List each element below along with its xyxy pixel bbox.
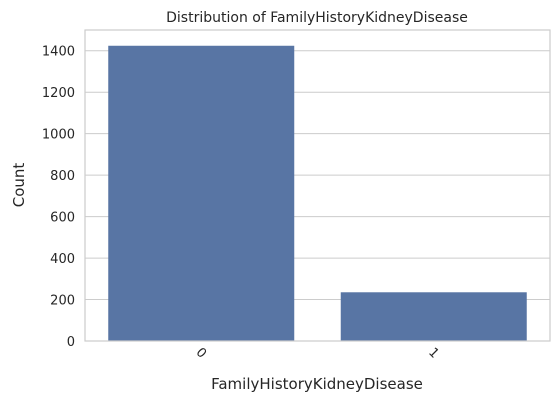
y-tick-label: 1200 <box>42 86 75 101</box>
bar-0 <box>108 45 295 342</box>
y-tick-label: 1000 <box>42 128 75 143</box>
y-tick-label: 400 <box>50 252 75 267</box>
y-tick-label: 200 <box>50 294 75 309</box>
y-tick-label: 1400 <box>42 45 75 60</box>
chart-title: Distribution of FamilyHistoryKidneyDisea… <box>166 10 468 26</box>
x-axis-label: FamilyHistoryKidneyDisease <box>211 375 423 393</box>
x-tick-label-0: 0 <box>193 345 209 361</box>
x-tick-label-1: 1 <box>425 345 441 361</box>
y-tick-label: 800 <box>50 169 75 184</box>
bar-1 <box>340 292 527 341</box>
y-tick-label: 0 <box>67 335 75 350</box>
plot-frame <box>84 29 551 342</box>
y-tick-label: 600 <box>50 211 75 226</box>
y-axis-label: Count <box>10 163 28 208</box>
bars <box>108 45 527 342</box>
y-tick-labels: 0 200 400 600 800 1000 1200 1400 <box>42 45 75 350</box>
